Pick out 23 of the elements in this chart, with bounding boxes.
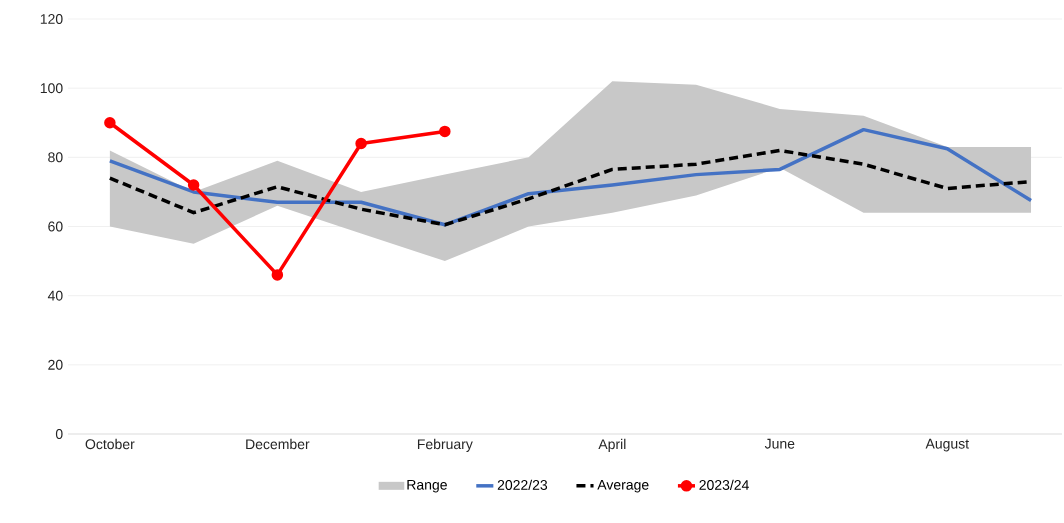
point [271, 269, 284, 281]
x-tick-label: February [417, 438, 473, 452]
legend-label: 2022/23 [497, 479, 548, 490]
legend-label: Average [597, 479, 649, 493]
x-tick-label: April [598, 438, 626, 452]
legend-label: Range [407, 479, 447, 493]
x-tick-label: December [246, 438, 310, 450]
point [187, 179, 200, 191]
line-series [108, 127, 1033, 227]
y-tick-label: 0 [55, 429, 63, 439]
y-tick-label: 80 [48, 152, 63, 163]
x-tick-label: October [85, 438, 135, 450]
y-tick-label: 20 [48, 359, 63, 370]
point [355, 137, 367, 150]
y-tick-label: 100 [40, 83, 63, 94]
point [104, 117, 116, 129]
y-tick-label: 120 [40, 14, 63, 24]
point [439, 125, 451, 138]
legend-label: 2023/24 [699, 479, 749, 490]
y-tick-label: 40 [47, 290, 63, 301]
y-tick-label: 60 [48, 221, 63, 232]
x-tick-label: June [764, 438, 795, 449]
x-tick-label: August [925, 438, 969, 452]
